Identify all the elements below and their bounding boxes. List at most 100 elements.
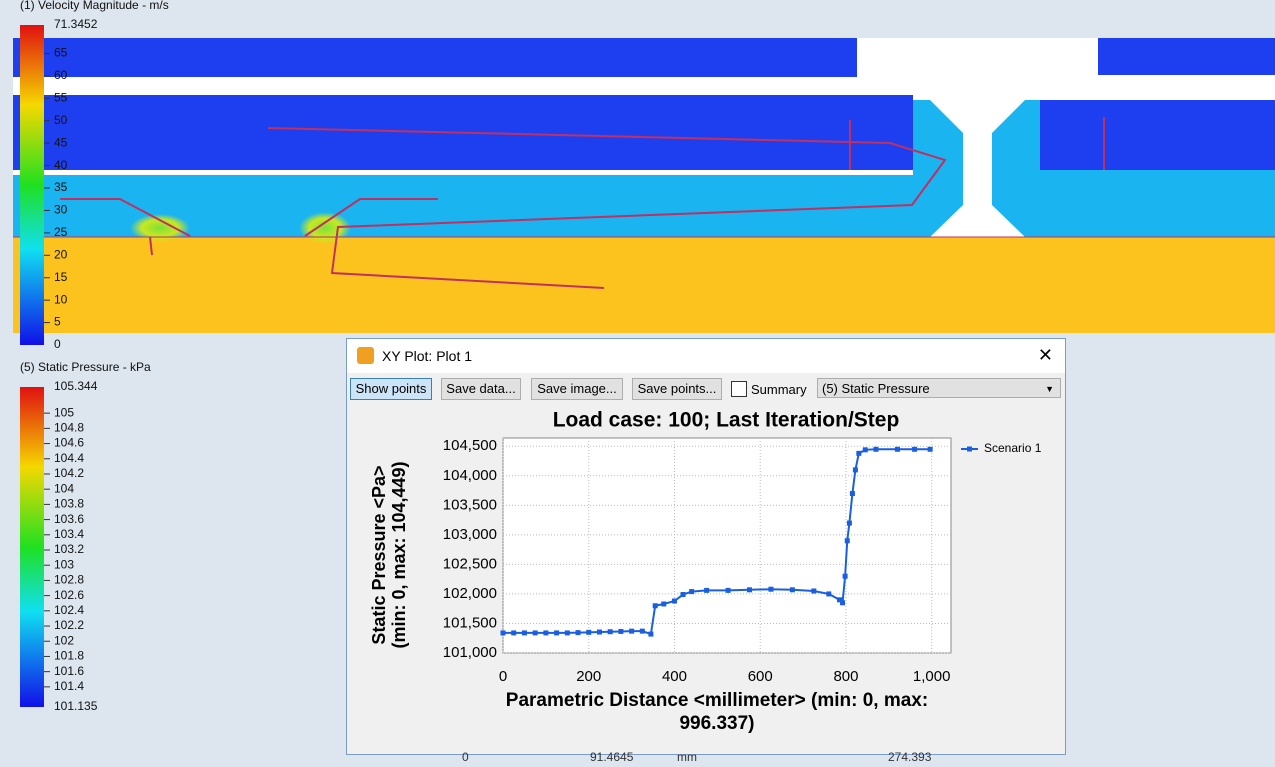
colorbar-max-label: 105.344 bbox=[54, 379, 98, 393]
show-points-button[interactable]: Show points bbox=[350, 378, 432, 400]
table-cell: mm bbox=[677, 750, 697, 764]
data-point bbox=[596, 629, 602, 635]
plot-area bbox=[502, 437, 952, 654]
x-tick-label: 600 bbox=[748, 668, 773, 685]
data-point bbox=[927, 446, 933, 452]
data-point bbox=[652, 603, 658, 609]
data-point bbox=[912, 446, 918, 452]
data-point bbox=[618, 628, 624, 634]
window-title: XY Plot: Plot 1 bbox=[382, 348, 473, 364]
colorbar-tick-label: 25 bbox=[54, 225, 68, 239]
data-point bbox=[575, 630, 581, 636]
close-button[interactable]: ✕ bbox=[1037, 345, 1053, 365]
y-tick-label: 103,000 bbox=[443, 526, 497, 543]
x-tick-label: 400 bbox=[662, 668, 687, 685]
x-tick-label: 0 bbox=[499, 668, 507, 685]
colorbar-tick-label: 103 bbox=[54, 557, 74, 571]
colorbar-tick-label: 35 bbox=[54, 180, 68, 194]
checkbox-label: Summary bbox=[751, 382, 807, 397]
colorbar-tick-label: 102 bbox=[54, 633, 74, 647]
chart-title: Load case: 100; Last Iteration/Step bbox=[553, 409, 900, 432]
colorbar-tick-label: 104.4 bbox=[54, 451, 84, 465]
table-cell: 0 bbox=[462, 750, 469, 764]
dropdown-value: (5) Static Pressure bbox=[822, 381, 930, 396]
data-point bbox=[840, 600, 846, 606]
colorbar-tick-label: 45 bbox=[54, 135, 68, 149]
colorbar-tick-label: 104 bbox=[54, 481, 74, 495]
colorbar-tick-label: 102.2 bbox=[54, 618, 84, 632]
xy-chart: Load case: 100; Last Iteration/Step 101,… bbox=[443, 409, 1042, 685]
pressure-colorbar bbox=[20, 387, 44, 707]
y-tick-label: 104,500 bbox=[443, 437, 497, 454]
colorbar-tick-label: 101.6 bbox=[54, 664, 84, 678]
colorbar-tick-label: 103.2 bbox=[54, 542, 84, 556]
save-image-button[interactable]: Save image... bbox=[531, 378, 623, 400]
variable-dropdown[interactable]: (5) Static Pressure ▼ bbox=[817, 378, 1061, 398]
data-point bbox=[629, 628, 635, 634]
legend-title: (1) Velocity Magnitude - m/s bbox=[20, 0, 169, 12]
data-point bbox=[586, 629, 592, 635]
colorbar-tick-label: 10 bbox=[54, 292, 68, 306]
y-tick-label: 101,500 bbox=[443, 614, 497, 631]
table-cell: 274.393 bbox=[888, 750, 932, 764]
data-point bbox=[862, 447, 868, 453]
summary-checkbox[interactable] bbox=[731, 381, 747, 397]
colorbar-tick-label: 103.8 bbox=[54, 497, 84, 511]
data-point bbox=[671, 598, 677, 604]
legend-title: (5) Static Pressure - kPa bbox=[20, 360, 151, 374]
colorbar-tick-label: 55 bbox=[54, 90, 68, 104]
table-cell: 91.4645 bbox=[590, 750, 634, 764]
colorbar-tick-label: 103.6 bbox=[54, 512, 84, 526]
data-point bbox=[564, 630, 570, 636]
legend-marker bbox=[967, 446, 972, 452]
xy-plot-window: XY Plot: Plot 1 ✕ Show points Save data.… bbox=[346, 338, 1066, 755]
data-point bbox=[689, 589, 695, 595]
colorbar-tick-label: 15 bbox=[54, 270, 68, 284]
title-bar: XY Plot: Plot 1 ✕ bbox=[347, 339, 1065, 373]
colorbar-tick-label: 104.6 bbox=[54, 436, 84, 450]
data-point bbox=[725, 587, 731, 593]
data-point bbox=[680, 592, 686, 598]
y-tick-label: 101,000 bbox=[443, 644, 497, 661]
data-point bbox=[873, 446, 879, 452]
data-point bbox=[811, 588, 817, 594]
data-point bbox=[837, 597, 843, 603]
data-point bbox=[768, 586, 774, 592]
data-point bbox=[856, 450, 862, 456]
y-tick-label: 102,000 bbox=[443, 585, 497, 602]
data-point bbox=[846, 520, 852, 526]
save-points-button[interactable]: Save points... bbox=[632, 378, 722, 400]
data-point bbox=[826, 591, 832, 597]
colorbar-tick-label: 60 bbox=[54, 68, 68, 82]
y-axis-label: Static Pressure <Pa> (min: 0, max: 104,4… bbox=[369, 461, 409, 649]
save-data-button[interactable]: Save data... bbox=[441, 378, 521, 400]
colorbar-tick-label: 65 bbox=[54, 46, 68, 60]
flow-field bbox=[13, 38, 1275, 333]
colorbar-tick-label: 101.4 bbox=[54, 679, 84, 693]
colorbar-tick-label: 103.4 bbox=[54, 527, 84, 541]
colorbar-tick-label: 104.2 bbox=[54, 466, 84, 480]
legend-label: Scenario 1 bbox=[984, 441, 1042, 455]
data-point bbox=[607, 629, 613, 635]
colorbar-tick-label: 50 bbox=[54, 113, 68, 127]
colorbar-tick-label: 102.6 bbox=[54, 588, 84, 602]
colorbar-tick-label: 102.4 bbox=[54, 603, 84, 617]
y-tick-label: 103,500 bbox=[443, 496, 497, 513]
colorbar-tick-label: 104.8 bbox=[54, 421, 84, 435]
colorbar-tick-label: 30 bbox=[54, 203, 68, 217]
x-axis-label: Parametric Distance <millimeter> (min: 0… bbox=[505, 690, 929, 734]
colorbar-tick-label: 20 bbox=[54, 247, 68, 261]
colorbar-tick-label: 102.8 bbox=[54, 573, 84, 587]
data-point bbox=[844, 538, 850, 544]
data-point bbox=[554, 630, 560, 636]
colorbar-max-label: 71.3452 bbox=[54, 17, 98, 31]
y-tick-label: 102,500 bbox=[443, 555, 497, 572]
x-tick-label: 200 bbox=[576, 668, 601, 685]
data-point bbox=[543, 630, 549, 636]
colorbar-tick-label: 105 bbox=[54, 405, 74, 419]
series-line bbox=[503, 448, 931, 636]
velocity-colorbar bbox=[20, 25, 44, 345]
data-point bbox=[852, 467, 858, 473]
